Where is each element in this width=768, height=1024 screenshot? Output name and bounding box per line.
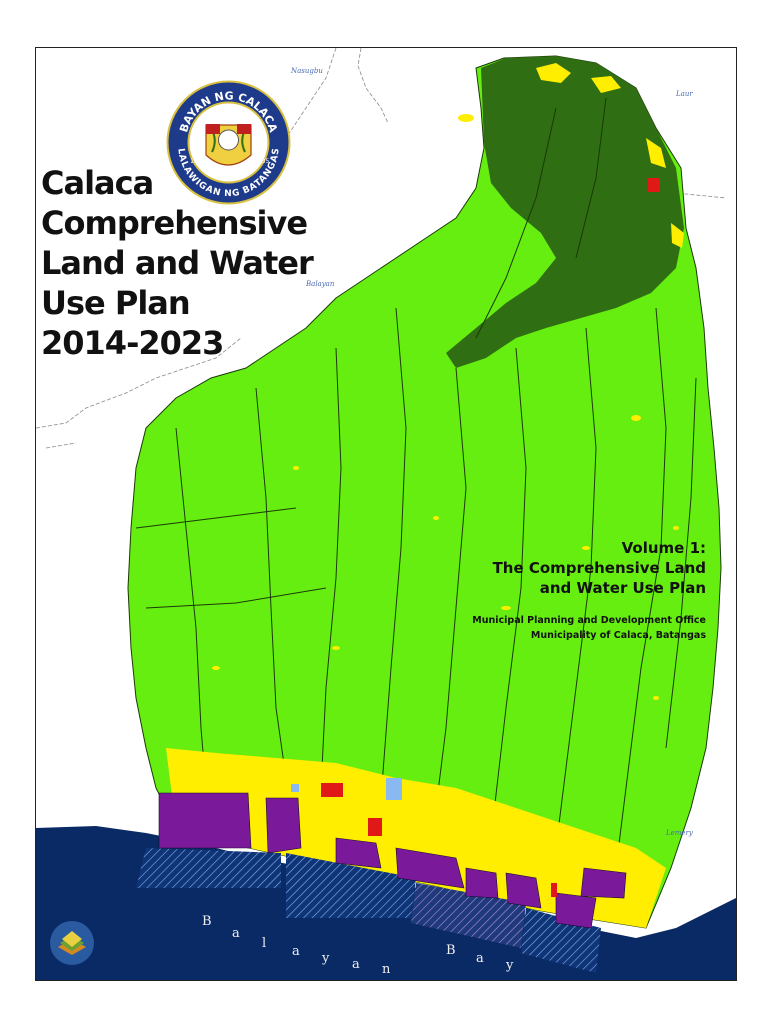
commercial-zones [321,178,660,897]
land-use-map [36,48,736,980]
municipal-seal: BAYAN NG CALACA LALAWIGAN NG BATANGAS 18… [166,80,291,205]
water-bodies [291,778,402,800]
bay-letter: a [292,944,302,959]
volume-municipality: Municipality of Calaca, Batangas [530,630,706,641]
bay-letter: l [262,936,269,951]
bay-letter: n [382,962,393,977]
bay-letter: y [506,958,516,973]
volume-heading: Volume 1: [621,539,706,557]
place-label-laurel: Laur [676,90,693,98]
project-logo [50,921,94,965]
document-cover: BAYAN NG CALACA LALAWIGAN NG BATANGAS 18… [35,47,737,981]
bay-letter: a [476,951,486,966]
river-lines [135,97,697,869]
place-label-balayan: Balayan [306,280,335,288]
title-line-3: Land and Water [41,244,314,282]
title-line-2: Comprehensive [41,204,308,242]
seal-year-right: 1835 [254,158,269,165]
industrial-zones [158,792,627,929]
title-line-5: 2014-2023 [41,324,224,362]
bay-letter: B [202,914,214,929]
bay-letter: a [232,926,242,941]
volume-title-line-1: The Comprehensive Land [492,559,706,577]
place-label-nasugbu: Nasugbu [291,67,323,75]
seal-year-left: 1835 [190,158,205,165]
title-line-1: Calaca [41,164,154,202]
title-line-4: Use Plan [41,284,191,322]
place-label-lemery: Lemery [666,829,693,837]
bay-letter: a [352,957,362,972]
forest-area [446,56,684,368]
coastal-settlement [166,748,666,928]
bay-letter: B [446,943,458,958]
volume-title-line-2: and Water Use Plan [539,579,706,597]
built-up-patches [212,63,684,700]
volume-office: Municipal Planning and Development Offic… [472,615,706,626]
bay-letter: y [322,951,332,966]
